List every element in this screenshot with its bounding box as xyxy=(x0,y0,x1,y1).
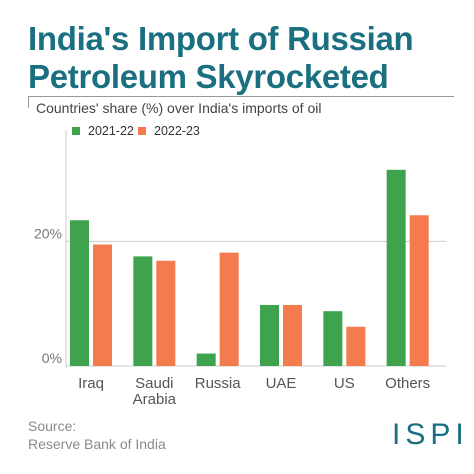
bar xyxy=(70,220,89,366)
bar xyxy=(219,252,239,366)
title-line-1: India's Import of Russian xyxy=(28,20,414,57)
legend-swatch xyxy=(72,127,80,135)
chart-subtitle: Countries' share (%) over India's import… xyxy=(36,100,322,116)
x-tick-label: Russia xyxy=(195,375,242,392)
x-tick-label: UAE xyxy=(266,375,297,392)
bar xyxy=(409,215,429,366)
source-label: Source: xyxy=(28,418,77,434)
bar xyxy=(283,304,302,366)
source-text: Reserve Bank of India xyxy=(28,436,166,452)
bar xyxy=(133,256,153,366)
x-tick-label: US xyxy=(334,375,355,392)
legend-label: 2022-23 xyxy=(154,124,200,138)
x-tick-label: Saudi xyxy=(135,375,173,392)
bar xyxy=(323,311,343,366)
bar xyxy=(196,353,216,366)
bar xyxy=(346,326,366,366)
x-tick-label: Others xyxy=(385,375,430,392)
legend-label: 2021-22 xyxy=(88,124,134,138)
bar xyxy=(386,169,406,366)
title-line-2: Petroleum Skyrocketed xyxy=(28,58,389,95)
legend-swatch xyxy=(138,127,146,135)
chart-title: India's Import of Russian Petroleum Skyr… xyxy=(28,20,458,96)
y-tick-label: 20% xyxy=(34,225,62,241)
y-tick-label: 0% xyxy=(42,350,62,366)
x-tick-label: Arabia xyxy=(133,391,177,408)
bar xyxy=(156,260,176,366)
subtitle-divider xyxy=(28,96,454,97)
bar xyxy=(260,304,279,366)
x-tick-label: Iraq xyxy=(78,375,104,392)
bar xyxy=(93,244,112,366)
source-note: Source: Reserve Bank of India xyxy=(28,417,166,453)
subtitle-divider-tick xyxy=(28,96,29,108)
ispi-logo: ISPI xyxy=(392,418,469,451)
